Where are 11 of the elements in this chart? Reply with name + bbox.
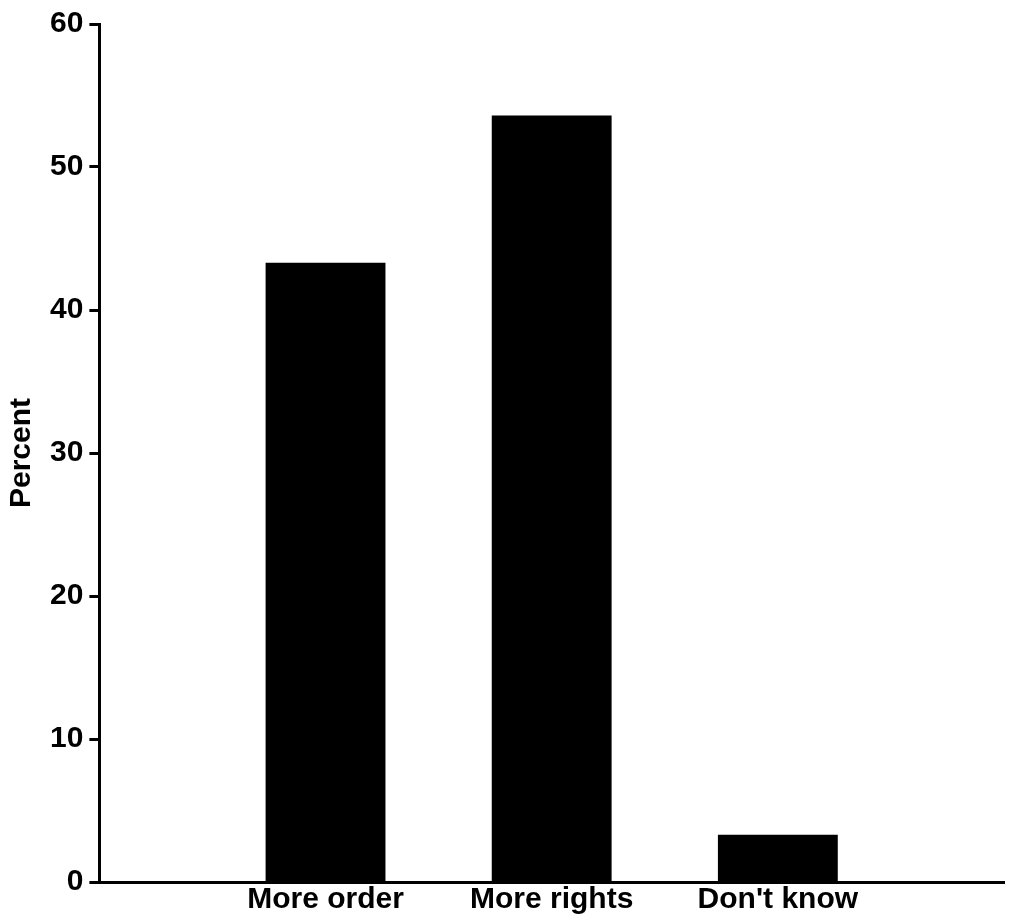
y-tick-label: 30 <box>49 434 84 468</box>
y-tick-label: 10 <box>49 720 84 754</box>
x-tick-label: More rights <box>470 881 634 915</box>
y-tick-label: 40 <box>49 291 84 325</box>
y-tick-label: 60 <box>49 5 84 39</box>
y-tick-label: 20 <box>49 577 84 611</box>
y-axis-title: Percent <box>3 397 37 509</box>
x-tick-label: More order <box>247 881 405 915</box>
y-tick-label: 50 <box>49 148 84 182</box>
y-tick-label: 0 <box>66 863 84 897</box>
x-tick-label: Don't know <box>697 881 859 915</box>
